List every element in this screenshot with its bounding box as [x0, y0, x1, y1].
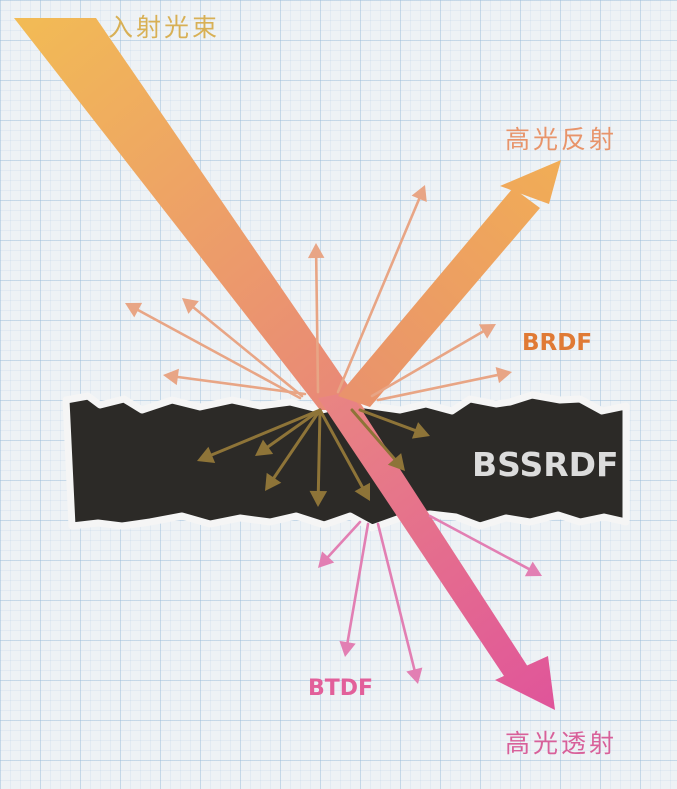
brdf-label: BRDF: [522, 330, 593, 356]
brdf-arrow: [376, 366, 512, 402]
btdf-arrow: [428, 514, 542, 577]
brdf-arrow: [163, 368, 307, 396]
brdf-scatter-arrows: [125, 185, 512, 402]
btdf-scatter-arrows: [318, 514, 542, 684]
btdf-label: BTDF: [308, 676, 374, 701]
btdf-arrow: [318, 520, 362, 568]
brdf-arrow: [125, 302, 302, 400]
bssrdf-arrow: [197, 408, 322, 464]
bssrdf-arrow: [358, 408, 430, 439]
brdf-arrow: [182, 298, 304, 398]
bssrdf-label: BSSRDF: [472, 445, 619, 484]
bssrdf-arrow: [350, 408, 405, 471]
btdf-arrow: [339, 522, 370, 657]
incident-beam: [14, 18, 365, 410]
transmitted-beam: [318, 392, 555, 710]
brdf-arrow: [307, 243, 325, 394]
bssrdf-arrow: [309, 408, 328, 507]
material-slab: [62, 391, 630, 532]
specular-transmission-label: 高光透射: [505, 729, 618, 758]
bssrdf-arrow: [265, 408, 322, 491]
brdf-arrow: [336, 185, 427, 394]
bssrdf-arrow: [255, 408, 322, 456]
specular-reflection-label: 高光反射: [505, 125, 618, 154]
bssrdf-arrow: [318, 408, 371, 501]
btdf-arrow: [376, 522, 423, 684]
brdf-arrow: [370, 324, 496, 398]
reflected-beam: [338, 160, 561, 407]
incident-beam-label: 入射光束: [108, 13, 221, 42]
bssrdf-scatter-arrows: [197, 408, 430, 507]
